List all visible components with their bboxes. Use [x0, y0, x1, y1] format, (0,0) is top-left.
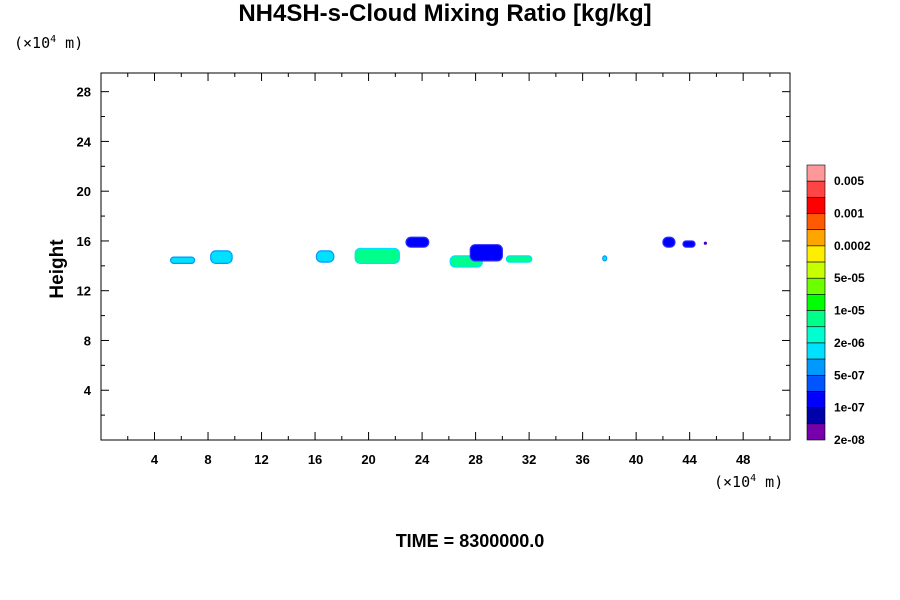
x-tick-label: 40 — [629, 452, 643, 467]
y-unit-exponent: 4 — [50, 34, 57, 45]
y-axis-unit: (×104 m) — [14, 34, 83, 52]
colorbar-swatch — [806, 261, 826, 279]
x-unit-exponent: 4 — [750, 473, 757, 484]
x-axis-unit: (×104 m) — [714, 473, 783, 491]
colorbar: 0.005 0.001 0.0002 5e-05 1e-05 2e-06 5e-07 1e-0… — [806, 164, 871, 447]
cloud-patch — [505, 255, 533, 263]
y-tick-label: 4 — [84, 383, 92, 398]
cloud-patch — [469, 244, 503, 262]
colorbar-label: 2e-08 — [834, 433, 865, 447]
y-tick-label: 24 — [77, 134, 92, 149]
cloud-patch — [682, 240, 696, 248]
cloud-patch — [210, 250, 233, 264]
x-tick-label: 4 — [151, 452, 159, 467]
x-tick-label: 24 — [415, 452, 430, 467]
colorbar-swatch — [806, 391, 826, 408]
colorbar-swatch — [806, 358, 826, 376]
y-tick-label: 8 — [84, 333, 91, 348]
colorbar-swatch — [806, 277, 826, 295]
cloud-patch — [602, 255, 608, 262]
x-tick-label: 44 — [682, 452, 697, 467]
colorbar-swatch — [806, 197, 826, 214]
colorbar-swatch — [806, 245, 826, 263]
x-tick-label: 8 — [204, 452, 211, 467]
colorbar-label: 0.0002 — [834, 239, 871, 253]
y-tick-label: 12 — [77, 284, 91, 299]
colorbar-swatch — [806, 229, 826, 247]
x-tick-label: 36 — [575, 452, 589, 467]
x-tick-label: 12 — [254, 452, 268, 467]
y-unit-suffix: m) — [56, 34, 84, 52]
colorbar-label: 0.005 — [834, 174, 864, 188]
x-tick-label: 20 — [361, 452, 375, 467]
colorbar-swatch — [806, 423, 826, 441]
colorbar-swatch — [806, 180, 826, 198]
colorbar-swatch — [806, 342, 826, 360]
y-tick-label: 16 — [77, 234, 91, 249]
colorbar-swatch — [806, 213, 826, 231]
colorbar-label: 2e-06 — [834, 336, 865, 350]
cloud-patch — [662, 236, 676, 248]
y-tick-label: 28 — [77, 85, 91, 100]
cloud-patch — [405, 236, 430, 248]
colorbar-swatch — [806, 407, 826, 425]
colorbar-swatch — [806, 164, 826, 182]
colorbar-label: 0.001 — [834, 207, 864, 221]
cloud-patch — [703, 241, 707, 245]
x-tick-label: 32 — [522, 452, 536, 467]
chart-title: NH4SH-s-Cloud Mixing Ratio [kg/kg] — [238, 0, 652, 27]
time-label: TIME = 8300000.0 — [395, 531, 545, 551]
x-tick-label: 48 — [736, 452, 750, 467]
y-tick-label: 20 — [77, 184, 91, 199]
plot-frame — [100, 72, 791, 441]
y-unit-prefix: (×10 — [14, 34, 51, 52]
cloud-patch — [354, 247, 400, 264]
colorbar-swatch — [806, 294, 826, 311]
x-tick-label: 16 — [308, 452, 322, 467]
x-unit-suffix: m) — [756, 473, 784, 491]
colorbar-swatch — [806, 374, 826, 392]
x-tick-label: 28 — [468, 452, 482, 467]
colorbar-label: 5e-07 — [834, 368, 865, 382]
colorbar-label: 5e-05 — [834, 271, 865, 285]
x-unit-prefix: (×10 — [714, 473, 751, 491]
colorbar-swatch — [806, 326, 826, 344]
cloud-patch — [315, 250, 335, 263]
cloud-patch — [169, 256, 196, 264]
colorbar-label: 1e-07 — [834, 401, 865, 415]
colorbar-swatch — [806, 310, 826, 328]
colorbar-label: 1e-05 — [834, 304, 865, 318]
cloud-patches — [169, 236, 707, 268]
